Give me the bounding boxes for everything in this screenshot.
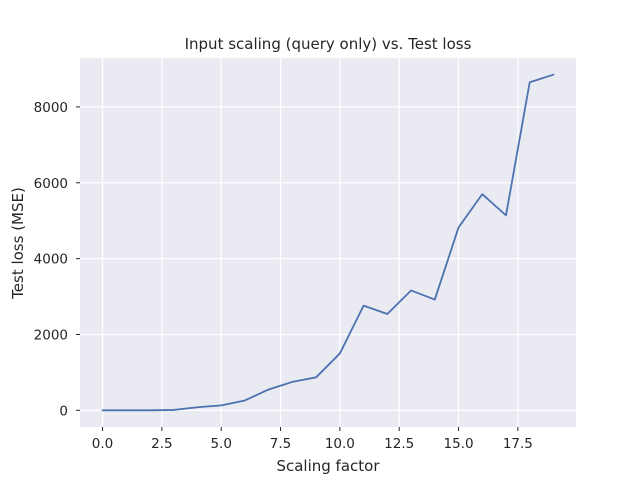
series-line (101, 73, 555, 412)
data-point (220, 404, 222, 406)
data-point (339, 353, 341, 355)
chart-title: Input scaling (query only) vs. Test loss (185, 35, 472, 53)
x-tick-label: 10.0 (325, 436, 355, 452)
data-point (363, 305, 365, 307)
data-point (434, 299, 436, 301)
data-point (125, 409, 127, 411)
data-point (102, 409, 104, 411)
x-tick-labels: 0.0 2.5 5.0 7.5 10.0 12.5 15.0 17.5 (92, 436, 533, 452)
data-point (553, 74, 555, 76)
data-series (101, 73, 555, 412)
data-point (244, 400, 246, 402)
data-point (292, 381, 294, 383)
plot-background (80, 58, 576, 427)
data-point (173, 409, 175, 411)
y-tick-label: 6000 (34, 176, 68, 192)
grid-lines (80, 58, 576, 427)
data-point (149, 409, 151, 411)
x-tick-label: 17.5 (503, 436, 533, 452)
y-tick-label: 4000 (34, 252, 68, 268)
data-point (197, 406, 199, 408)
y-tick-label: 8000 (34, 100, 68, 116)
x-tick-label: 12.5 (384, 436, 414, 452)
y-axis-label: Test loss (MSE) (9, 187, 27, 300)
data-point (505, 214, 507, 216)
data-point (458, 227, 460, 229)
data-point (386, 313, 388, 315)
y-tick-label: 2000 (34, 327, 68, 343)
data-point (481, 193, 483, 195)
x-axis-label: Scaling factor (276, 457, 380, 475)
x-tick-label: 2.5 (151, 436, 172, 452)
x-tick-label: 0.0 (92, 436, 113, 452)
data-point (315, 376, 317, 378)
data-point (529, 81, 531, 83)
y-tick-labels: 0 2000 4000 6000 8000 (34, 100, 68, 419)
x-tick-label: 5.0 (210, 436, 231, 452)
x-tick-label: 7.5 (270, 436, 291, 452)
data-point (268, 389, 270, 391)
data-point (410, 290, 412, 292)
y-tick-label: 0 (59, 403, 68, 419)
tick-marks (76, 106, 519, 431)
x-tick-label: 15.0 (443, 436, 473, 452)
